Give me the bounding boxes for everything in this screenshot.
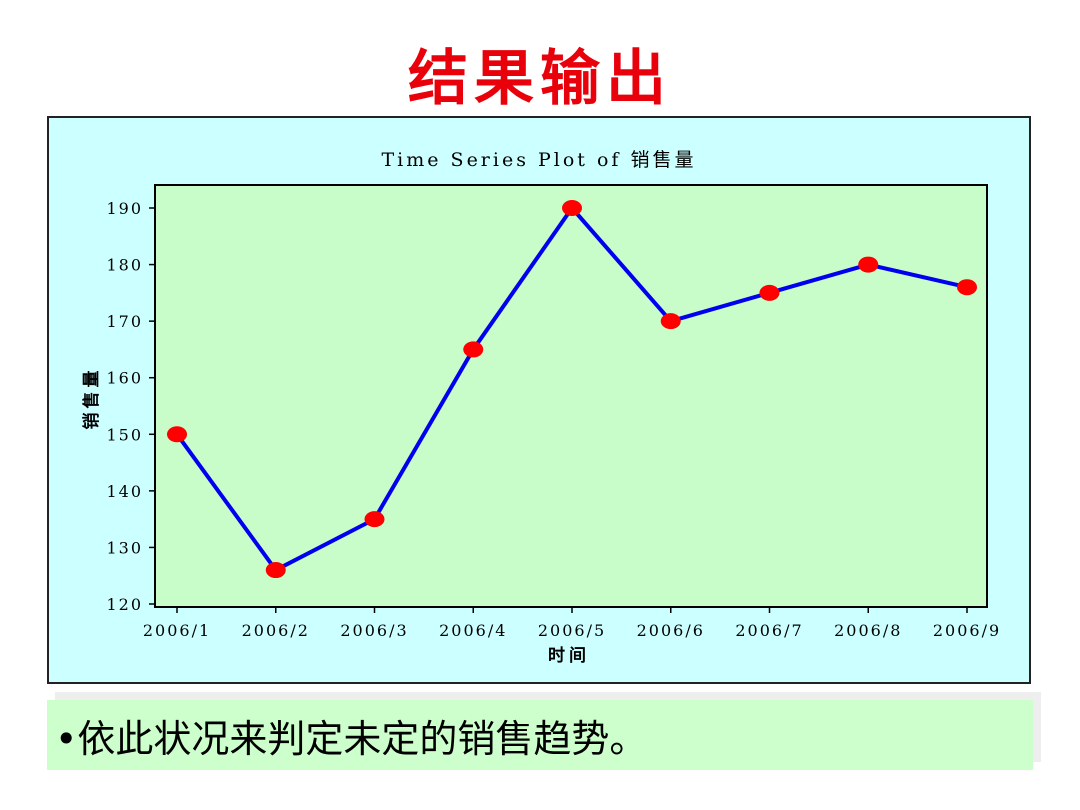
x-tick-label: 2006/7	[735, 621, 803, 640]
y-axis: 120 130 140 150 160 170 180 190	[106, 199, 155, 614]
y-tick-label: 120	[106, 595, 143, 614]
x-tick-label: 2006/5	[538, 621, 606, 640]
y-tick-label: 180	[106, 256, 143, 275]
data-point	[364, 511, 385, 528]
time-series-chart: Time Series Plot of 销售量 1201301401501601…	[81, 149, 1001, 666]
chart-frame: Time Series Plot of 销售量 120 130 140 150 160 1…	[47, 116, 1031, 684]
x-axis: 2006/1 2006/2 2006/3 2006/4 2006/5 2006/6 2006…	[143, 607, 1001, 640]
data-point	[759, 284, 780, 301]
y-tick-label: 130	[106, 538, 143, 557]
chart-title: Time Series Plot of 销售量	[382, 149, 697, 171]
data-point	[660, 313, 681, 330]
x-tick-label: 2006/1	[143, 621, 211, 640]
x-tick-label: 2006/2	[242, 621, 310, 640]
data-point	[957, 279, 977, 296]
data-point	[562, 200, 582, 216]
plot-area	[154, 184, 988, 608]
data-point	[167, 426, 187, 443]
bullet-text: •依此状况来判定未定的销售趋势。	[55, 717, 648, 761]
bullet-box: •依此状况来判定未定的销售趋势。	[47, 700, 1033, 770]
slide-title: 结果输出	[408, 44, 672, 114]
x-tick-label: 2006/3	[340, 621, 408, 640]
data-point	[463, 341, 484, 358]
x-tick-label: 2006/9	[933, 621, 1001, 640]
y-tick-label: 140	[106, 482, 143, 501]
series-sales	[167, 200, 977, 579]
y-tick-label: 170	[106, 312, 143, 331]
x-axis-label: 时间	[548, 645, 590, 666]
data-point	[265, 562, 286, 579]
x-tick-label: 2006/6	[637, 621, 705, 640]
data-point	[858, 256, 879, 273]
y-tick-label: 190	[106, 199, 143, 218]
x-tick-label: 2006/8	[834, 621, 902, 640]
y-axis-label: 销售量	[81, 367, 102, 430]
y-tick-label: 160	[106, 369, 143, 388]
x-tick-label: 2006/4	[439, 621, 507, 640]
y-tick-label: 150	[106, 425, 143, 444]
